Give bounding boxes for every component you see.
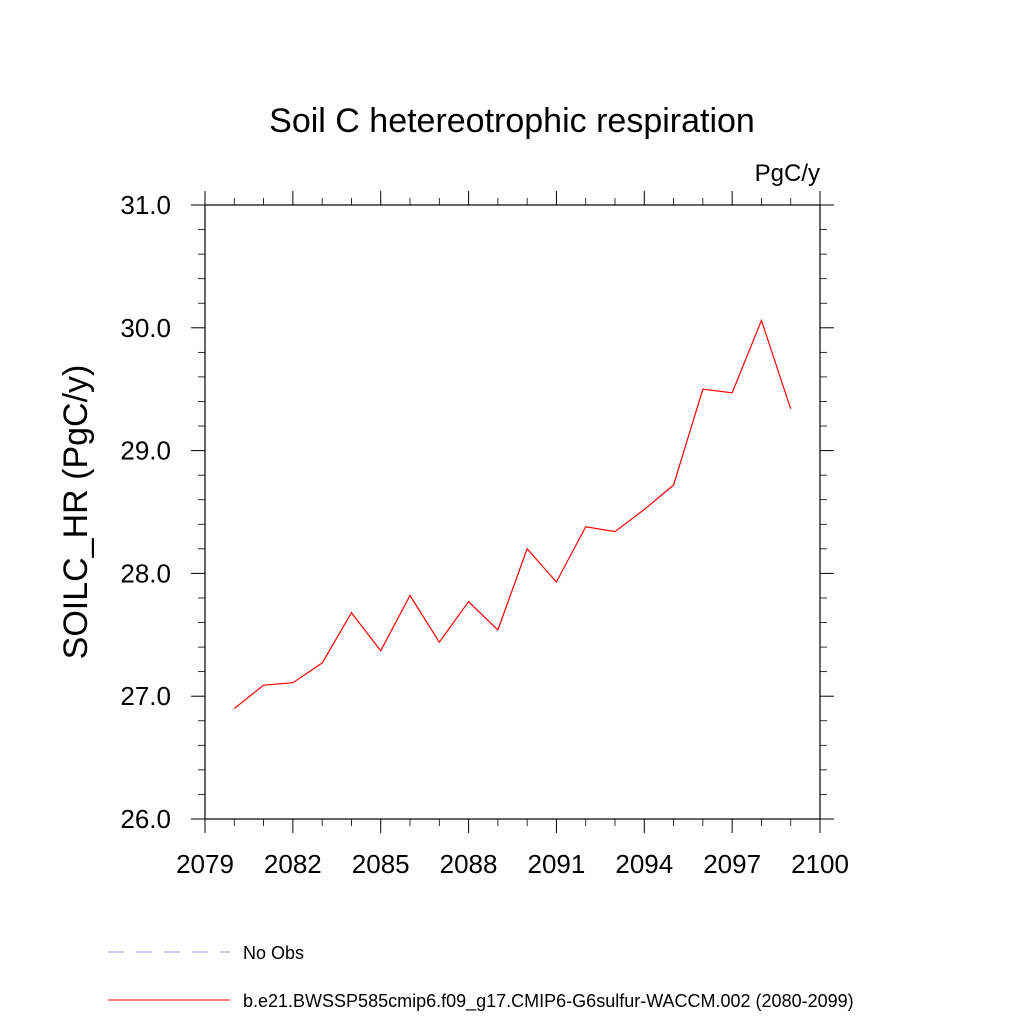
- x-tick-label: 2094: [615, 849, 673, 879]
- plot-frame: [204, 204, 821, 820]
- y-tick-label: 29.0: [120, 436, 171, 466]
- x-tick-label: 2088: [440, 849, 498, 879]
- chart-title: Soil C hetereotrophic respiration: [269, 102, 755, 140]
- units-label: PgC/y: [755, 160, 820, 187]
- x-tick-label: 2079: [176, 849, 234, 879]
- x-tick-label: 2082: [264, 849, 322, 879]
- legend: No Obs b.e21.BWSSP585cmip6.f09_g17.CMIP6-…: [108, 943, 854, 1012]
- x-tick-label: 2091: [528, 849, 586, 879]
- axes: 2079 2082 2085 2088 2091 2094 2097 2100 26.0 27.0…: [120, 190, 849, 879]
- y-tick-label: 26.0: [120, 804, 171, 834]
- series-layer: [233, 318, 792, 709]
- y-tick-label: 28.0: [120, 558, 171, 588]
- x-tick-label: 2097: [703, 849, 761, 879]
- series-line-1: [233, 318, 792, 709]
- x-tick-label: 2085: [352, 849, 410, 879]
- y-tick-label: 31.0: [120, 190, 171, 220]
- legend-label-0: No Obs: [243, 943, 304, 963]
- y-axis-label: SOILC_HR (PgC/y): [57, 365, 95, 660]
- y-tick-label: 27.0: [120, 681, 171, 711]
- x-tick-label: 2100: [791, 849, 849, 879]
- legend-label-1: b.e21.BWSSP585cmip6.f09_g17.CMIP6-G6sulf…: [243, 991, 854, 1012]
- y-tick-label: 30.0: [120, 313, 171, 343]
